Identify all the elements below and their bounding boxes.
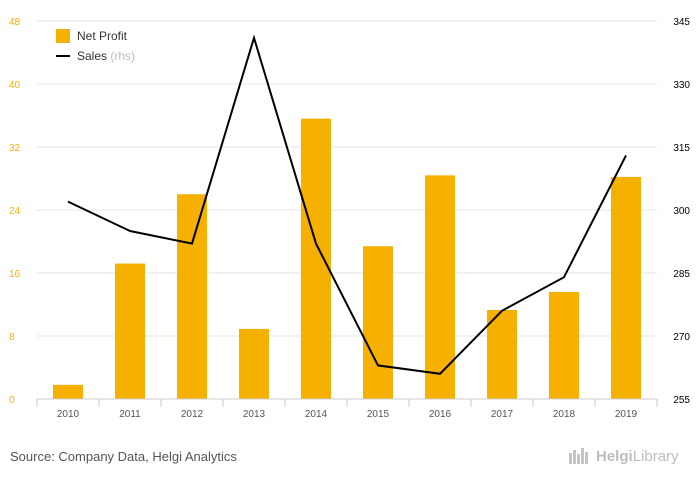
legend-label-sales-suffix: (rhs) bbox=[110, 49, 135, 63]
legend: Net Profit Sales (rhs) bbox=[56, 29, 135, 63]
x-axis-tick-label: 2010 bbox=[57, 409, 80, 420]
right-axis-tick-label: 330 bbox=[673, 80, 690, 91]
source-note: Source: Company Data, Helgi Analytics bbox=[10, 449, 237, 464]
right-axis-tick-label: 300 bbox=[673, 206, 690, 217]
right-axis-tick-label: 345 bbox=[673, 17, 690, 28]
x-axis-tick-label: 2018 bbox=[553, 409, 576, 420]
x-axis-tick-label: 2019 bbox=[615, 409, 638, 420]
right-axis-tick-label: 315 bbox=[673, 143, 690, 154]
logo-text-library: Library bbox=[632, 447, 679, 465]
bar-2019 bbox=[611, 176, 641, 399]
net-profit-bars bbox=[53, 118, 641, 400]
x-axis-tick-label: 2015 bbox=[367, 409, 390, 420]
sales-line bbox=[67, 34, 627, 375]
left-axis-tick-label: 16 bbox=[9, 269, 21, 280]
left-axis-tick-label: 40 bbox=[9, 80, 21, 91]
right-axis-tick-label: 285 bbox=[673, 269, 690, 280]
x-axis-tick-label: 2013 bbox=[243, 409, 266, 420]
x-axis-tick-label: 2012 bbox=[181, 409, 204, 420]
bar-2018 bbox=[549, 291, 579, 399]
left-axis-tick-label: 24 bbox=[9, 206, 21, 217]
helgi-library-logo: HelgiLibrary bbox=[568, 447, 679, 465]
bar-2017 bbox=[487, 310, 517, 399]
bar-2016 bbox=[425, 175, 455, 399]
right-axis-tick-label: 270 bbox=[673, 332, 690, 343]
helgi-library-icon bbox=[569, 448, 588, 464]
bar-2014 bbox=[301, 118, 331, 400]
bar-2011 bbox=[115, 263, 145, 399]
left-axis-tick-label: 8 bbox=[9, 332, 15, 343]
logo-text-helgi: Helgi bbox=[596, 447, 633, 465]
bar-2010 bbox=[53, 384, 83, 399]
bar-2015 bbox=[363, 246, 393, 399]
left-axis-tick-label: 32 bbox=[9, 143, 21, 154]
x-axis-tick-label: 2017 bbox=[491, 409, 514, 420]
left-axis-tick-label: 0 bbox=[9, 395, 15, 406]
right-axis-tick-label: 255 bbox=[673, 395, 690, 406]
bar-2013 bbox=[239, 328, 269, 399]
legend-label-sales: Sales (rhs) bbox=[77, 49, 135, 63]
left-axis-tick-label: 48 bbox=[9, 17, 21, 28]
axes: 0 8 16 24 32 40 48 255 270 285 300 315 330 345 2010 201… bbox=[9, 17, 690, 420]
legend-swatch-net-profit bbox=[56, 29, 70, 43]
legend-label-sales-name: Sales bbox=[77, 49, 110, 63]
x-axis-tick-label: 2011 bbox=[119, 409, 141, 420]
x-axis-tick-label: 2016 bbox=[429, 409, 452, 420]
sales-line-layer bbox=[67, 34, 627, 375]
legend-label-net-profit: Net Profit bbox=[77, 29, 128, 43]
x-axis-tick-label: 2014 bbox=[305, 409, 328, 420]
bar-2012 bbox=[177, 194, 207, 399]
